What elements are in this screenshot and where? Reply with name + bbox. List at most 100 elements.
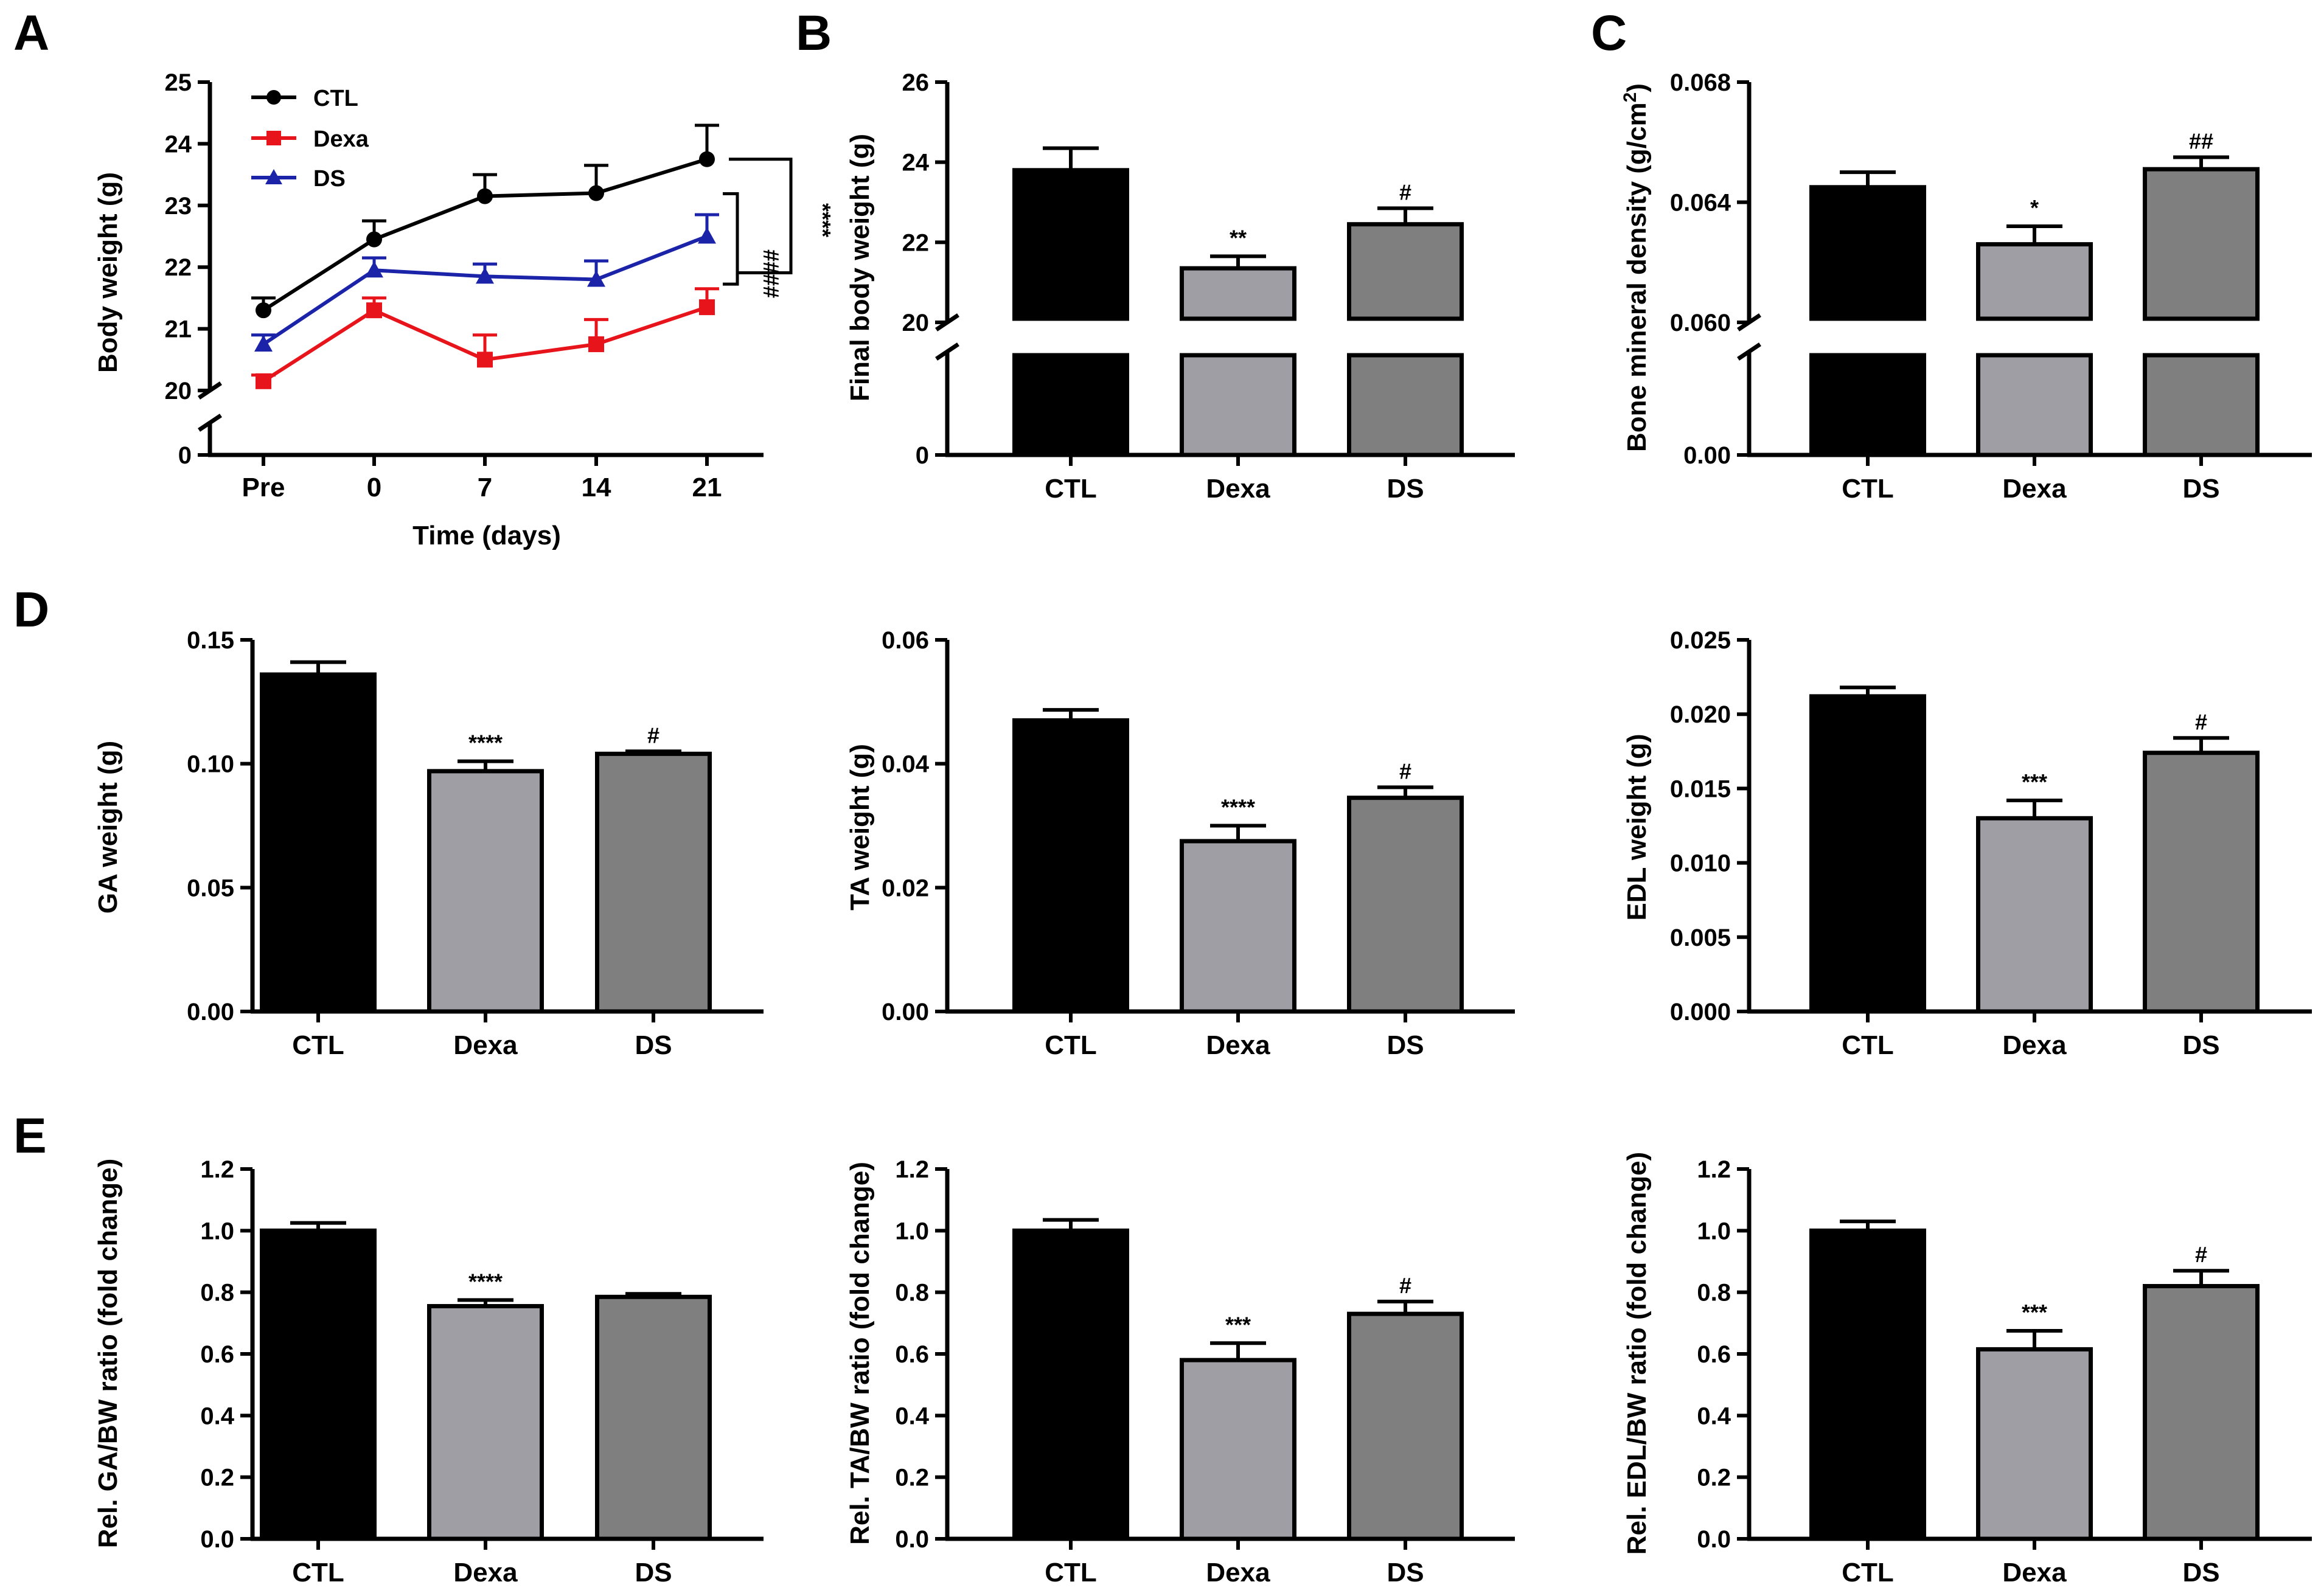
y-tick-label-e3-6: 1.2 — [1697, 1156, 1731, 1183]
bar-lower-c-dexa — [1976, 353, 2093, 457]
x-label-e2-ds: DS — [1387, 1558, 1424, 1587]
x-label-e2-dexa: Dexa — [1206, 1558, 1270, 1587]
chart-e3: CTL *** Dexa # DS 0.0 0.2 0.4 0.6 0.8 1.0 1.2 Rel. E… — [1622, 1152, 2312, 1587]
annotation-d2-dexa: **** — [1221, 795, 1255, 820]
y-tick-label-e2-5: 1.0 — [895, 1218, 929, 1244]
x-label-e1-dexa: Dexa — [453, 1558, 518, 1587]
bar-b-ds — [1347, 222, 1464, 321]
bracket-ctl-vs-dexa — [729, 158, 793, 274]
bar-e2-ds — [1347, 1311, 1464, 1541]
bar-b-dexa — [1180, 266, 1296, 321]
y-tick-label-c-2: 0.064 — [1670, 190, 1731, 217]
annotation-a-ctl-vs-dexa: **** — [810, 203, 835, 237]
y-axis-label-superscript-c: 2 — [1620, 92, 1640, 103]
bar-lower-c-ctl — [1809, 353, 1926, 457]
bar-c-ds — [2143, 167, 2260, 321]
y-tick-label-e1-5: 1.0 — [200, 1218, 234, 1244]
axis-break-bottom-c — [1737, 342, 1761, 361]
bar-d2-ctl — [1012, 718, 1129, 1014]
x-label-d3-dexa: Dexa — [2002, 1030, 2067, 1060]
chart-b: CTL ** Dexa # DS 0 20 22 24 26 Final body weight (… — [845, 69, 1515, 504]
y-tick-label-b-0: 0 — [916, 442, 929, 469]
x-label-b-ds: DS — [1387, 474, 1424, 504]
y-tick-label-b-3: 24 — [902, 150, 930, 176]
bar-e1-ds — [595, 1294, 712, 1541]
bar-e3-dexa — [1976, 1347, 2093, 1541]
y-tick-label-e3-0: 0.0 — [1697, 1526, 1731, 1553]
point-dexa-0 — [256, 373, 271, 389]
panel-label-d: D — [13, 582, 49, 637]
x-label-e1-ctl: CTL — [292, 1558, 344, 1587]
y-axis-label-d1: GA weight (g) — [93, 741, 123, 914]
chart-e1: CTL **** Dexa DS 0.0 0.2 0.4 0.6 0.8 1.0 1.2 Rel. G… — [93, 1156, 764, 1587]
y-axis-label-d2: TA weight (g) — [845, 744, 875, 911]
y-axis-label-a: Body weight (g) — [93, 172, 123, 373]
y-tick-label-c-1: 0.060 — [1670, 310, 1731, 336]
annotation-c-ds: ## — [2189, 128, 2213, 153]
y-tick-label-d2-2: 0.04 — [882, 751, 930, 778]
x-label-a-1: 0 — [367, 473, 381, 502]
y-tick-label-d3-0: 0.000 — [1670, 999, 1731, 1025]
y-tick-label-e3-1: 0.2 — [1697, 1465, 1731, 1491]
chart-d1: CTL **** Dexa # DS 0.00 0.05 0.10 0.15 GA weight … — [93, 627, 764, 1060]
chart-a: 0 20 21 22 23 24 25 Pre 0 7 14 21 Time (days) Body we… — [93, 69, 835, 550]
bar-lower-b-ds — [1347, 353, 1464, 457]
annotation-d1-ds: # — [647, 723, 659, 748]
y-tick-label-b-2: 22 — [902, 229, 930, 256]
annotation-d3-dexa: *** — [2022, 769, 2047, 794]
y-tick-label-a-4: 23 — [165, 193, 192, 220]
point-ds-1 — [365, 261, 383, 278]
bar-d1-ctl — [260, 672, 377, 1014]
y-tick-label-d3-1: 0.005 — [1670, 925, 1731, 951]
bar-lower-b-dexa — [1180, 353, 1296, 457]
annotation-a-dexa-vs-ds: #### — [759, 249, 784, 298]
y-tick-label-e2-4: 0.8 — [895, 1280, 929, 1306]
y-tick-label-a-1: 20 — [165, 378, 192, 404]
x-label-e3-ds: DS — [2182, 1558, 2219, 1587]
bar-e1-dexa — [427, 1303, 544, 1541]
y-tick-label-e1-2: 0.4 — [200, 1403, 234, 1429]
y-tick-label-d2-0: 0.00 — [882, 999, 929, 1025]
bar-d1-dexa — [427, 769, 544, 1014]
y-tick-label-d1-3: 0.15 — [187, 627, 234, 654]
panel-label-a: A — [13, 5, 49, 61]
x-label-d1-dexa: Dexa — [453, 1030, 518, 1060]
annotation-e3-ds: # — [2195, 1242, 2207, 1267]
bar-b-ctl — [1012, 168, 1129, 321]
point-ctl-0 — [256, 302, 271, 319]
y-tick-label-e1-6: 1.2 — [200, 1156, 234, 1183]
y-tick-label-b-4: 26 — [902, 69, 930, 96]
point-ds-4 — [698, 227, 716, 244]
y-tick-label-c-3: 0.068 — [1670, 69, 1731, 96]
bar-c-dexa — [1976, 242, 2093, 321]
y-tick-label-d1-1: 0.05 — [187, 875, 234, 901]
point-dexa-2 — [477, 352, 493, 368]
x-label-d3-ctl: CTL — [1842, 1030, 1894, 1060]
bar-d3-ds — [2143, 751, 2260, 1014]
y-tick-label-e2-0: 0.0 — [895, 1526, 929, 1553]
y-tick-label-c-0: 0.00 — [1683, 442, 1731, 469]
annotation-d1-dexa: **** — [468, 730, 503, 755]
annotation-c-dexa: * — [2030, 195, 2039, 220]
bar-lower-b-ctl — [1012, 353, 1129, 457]
y-tick-label-e3-4: 0.8 — [1697, 1280, 1731, 1306]
annotation-b-ds: # — [1399, 179, 1411, 204]
y-tick-label-e2-2: 0.4 — [895, 1403, 929, 1429]
y-tick-label-e1-4: 0.8 — [200, 1280, 234, 1306]
panel-label-c: C — [1591, 5, 1627, 61]
legend-marker-ds — [265, 169, 282, 184]
point-ds-2 — [476, 267, 494, 284]
y-tick-label-e2-3: 0.6 — [895, 1341, 929, 1368]
axis-break-bottom-a — [198, 414, 222, 432]
bar-e3-ctl — [1809, 1228, 1926, 1541]
point-ds-3 — [587, 270, 605, 287]
x-label-a-2: 7 — [478, 473, 492, 502]
panel-label-e: E — [13, 1108, 47, 1164]
y-axis-label-e1: Rel. GA/BW ratio (fold change) — [93, 1159, 123, 1548]
annotation-e1-dexa: **** — [468, 1269, 503, 1294]
bar-d1-ds — [595, 751, 712, 1014]
y-tick-label-e1-3: 0.6 — [200, 1341, 234, 1368]
y-axis-label-close-c: ) — [1622, 83, 1652, 92]
bar-e1-ctl — [260, 1228, 377, 1541]
chart-d3: CTL *** Dexa # DS 0.000 0.005 0.010 0.015 0.020 0.… — [1622, 627, 2312, 1060]
